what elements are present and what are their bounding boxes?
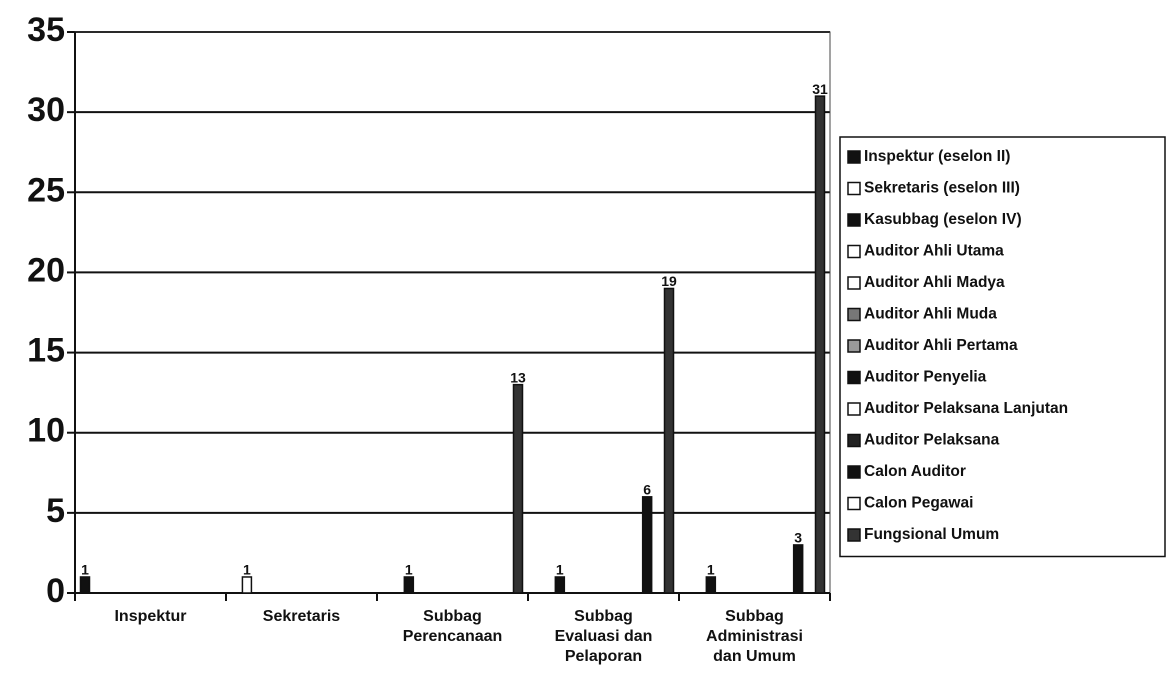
bar <box>641 496 653 594</box>
bar <box>663 287 675 594</box>
data-label: 1 <box>556 562 564 578</box>
bar <box>403 576 415 594</box>
legend-label: Auditor Ahli Pertama <box>864 337 1018 354</box>
y-tick-label: 0 <box>46 572 65 610</box>
bar <box>792 544 804 594</box>
data-label: 1 <box>707 562 715 578</box>
x-tick-label: Inspektur <box>114 608 187 625</box>
legend-swatch <box>847 496 861 511</box>
y-tick-label: 25 <box>27 171 65 209</box>
data-label: 6 <box>643 482 651 498</box>
legend-swatch <box>847 370 861 385</box>
bar <box>79 576 91 594</box>
y-tick-label: 5 <box>46 492 65 530</box>
legend-label: Auditor Pelaksana Lanjutan <box>864 400 1068 417</box>
legend-label: Inspektur (eselon II) <box>864 148 1010 165</box>
legend-label: Sekretaris (eselon III) <box>864 180 1020 197</box>
bar <box>814 95 826 594</box>
x-tick-label: Subbag Evaluasi dan Pelaporan <box>554 608 653 665</box>
data-label: 1 <box>405 562 413 578</box>
data-label: 13 <box>510 369 526 385</box>
legend-swatch <box>847 307 861 322</box>
data-label: 3 <box>794 530 802 546</box>
bar <box>705 576 717 594</box>
legend-label: Kasubbag (eselon IV) <box>864 211 1022 228</box>
bar <box>241 576 253 594</box>
data-label: 31 <box>812 81 828 97</box>
legend-swatch <box>847 213 861 227</box>
plot-border <box>74 31 831 594</box>
legend-label: Calon Auditor <box>864 463 966 480</box>
bar <box>554 576 566 594</box>
legend-swatch <box>847 402 861 416</box>
legend-swatch <box>847 339 861 353</box>
x-tick-label: Subbag Perencanaan <box>402 608 503 645</box>
x-tick-label: Subbag Administrasi dan Umum <box>706 608 803 665</box>
legend-swatch <box>847 528 861 542</box>
legend-swatch <box>847 244 861 259</box>
y-tick-label: 20 <box>27 251 65 289</box>
data-label: 1 <box>243 562 251 578</box>
legend-swatch <box>847 150 861 164</box>
y-tick-label: 35 <box>27 11 65 49</box>
legend-label: Calon Pegawai <box>864 495 973 512</box>
legend-label: Auditor Ahli Muda <box>864 306 997 323</box>
legend-swatch <box>847 276 861 290</box>
legend-box <box>839 136 1166 558</box>
y-tick-label: 10 <box>27 412 65 450</box>
data-label: 19 <box>661 273 677 289</box>
legend-swatch <box>847 433 861 448</box>
legend-swatch <box>847 181 861 196</box>
x-tick-label: Sekretaris <box>262 608 341 625</box>
y-tick-label: 15 <box>27 332 65 370</box>
data-label: 1 <box>81 562 89 578</box>
legend-swatch <box>847 465 861 479</box>
legend-label: Fungsional Umum <box>864 526 999 543</box>
y-tick-label: 30 <box>27 91 65 129</box>
legend-label: Auditor Ahli Utama <box>864 243 1004 260</box>
legend-label: Auditor Pelaksana <box>864 432 1000 449</box>
legend-label: Auditor Ahli Madya <box>864 274 1005 291</box>
bar <box>512 383 524 594</box>
legend-label: Auditor Penyelia <box>864 369 987 386</box>
